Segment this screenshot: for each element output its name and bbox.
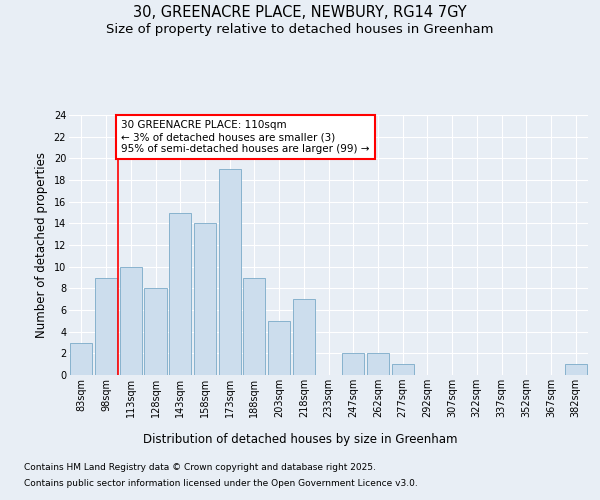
Bar bbox=[243, 278, 265, 375]
Bar bbox=[169, 212, 191, 375]
Bar bbox=[293, 299, 315, 375]
Bar bbox=[268, 321, 290, 375]
Text: Contains HM Land Registry data © Crown copyright and database right 2025.: Contains HM Land Registry data © Crown c… bbox=[24, 462, 376, 471]
Bar bbox=[342, 354, 364, 375]
Bar bbox=[145, 288, 167, 375]
Text: 30 GREENACRE PLACE: 110sqm
← 3% of detached houses are smaller (3)
95% of semi-d: 30 GREENACRE PLACE: 110sqm ← 3% of detac… bbox=[121, 120, 370, 154]
Y-axis label: Number of detached properties: Number of detached properties bbox=[35, 152, 48, 338]
Bar bbox=[367, 354, 389, 375]
Bar bbox=[119, 266, 142, 375]
Bar bbox=[95, 278, 117, 375]
Bar bbox=[194, 224, 216, 375]
Text: 30, GREENACRE PLACE, NEWBURY, RG14 7GY: 30, GREENACRE PLACE, NEWBURY, RG14 7GY bbox=[133, 5, 467, 20]
Text: Distribution of detached houses by size in Greenham: Distribution of detached houses by size … bbox=[143, 432, 457, 446]
Bar bbox=[392, 364, 414, 375]
Bar bbox=[565, 364, 587, 375]
Text: Size of property relative to detached houses in Greenham: Size of property relative to detached ho… bbox=[106, 22, 494, 36]
Text: Contains public sector information licensed under the Open Government Licence v3: Contains public sector information licen… bbox=[24, 479, 418, 488]
Bar bbox=[70, 342, 92, 375]
Bar bbox=[218, 169, 241, 375]
